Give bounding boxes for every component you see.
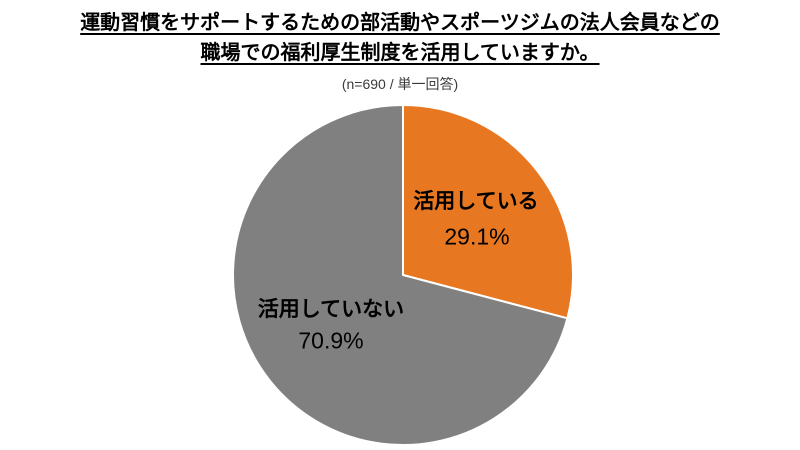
pie-slice-value-not-using: 70.9% — [298, 327, 364, 354]
pie-slice-1 — [232, 104, 569, 446]
chart-title-line-1: 運動習慣をサポートするための部活動やスポーツジムの法人会員などの — [80, 12, 720, 34]
pie-slice-value-using: 29.1% — [444, 223, 510, 250]
pie-slice-0 — [402, 104, 574, 320]
pie-slice-label-not-using: 活用していない — [257, 298, 405, 321]
pie-slice-label-using: 活用している — [413, 190, 539, 213]
chart-subtitle: (n=690 / 単一回答) — [341, 76, 459, 92]
chart-title-line-2: 職場での福利厚生制度を活用していますか。 — [200, 42, 600, 64]
chart-header: 運動習慣をサポートするための部活動やスポーツジムの法人会員などの 職場での福利厚… — [0, 8, 800, 94]
